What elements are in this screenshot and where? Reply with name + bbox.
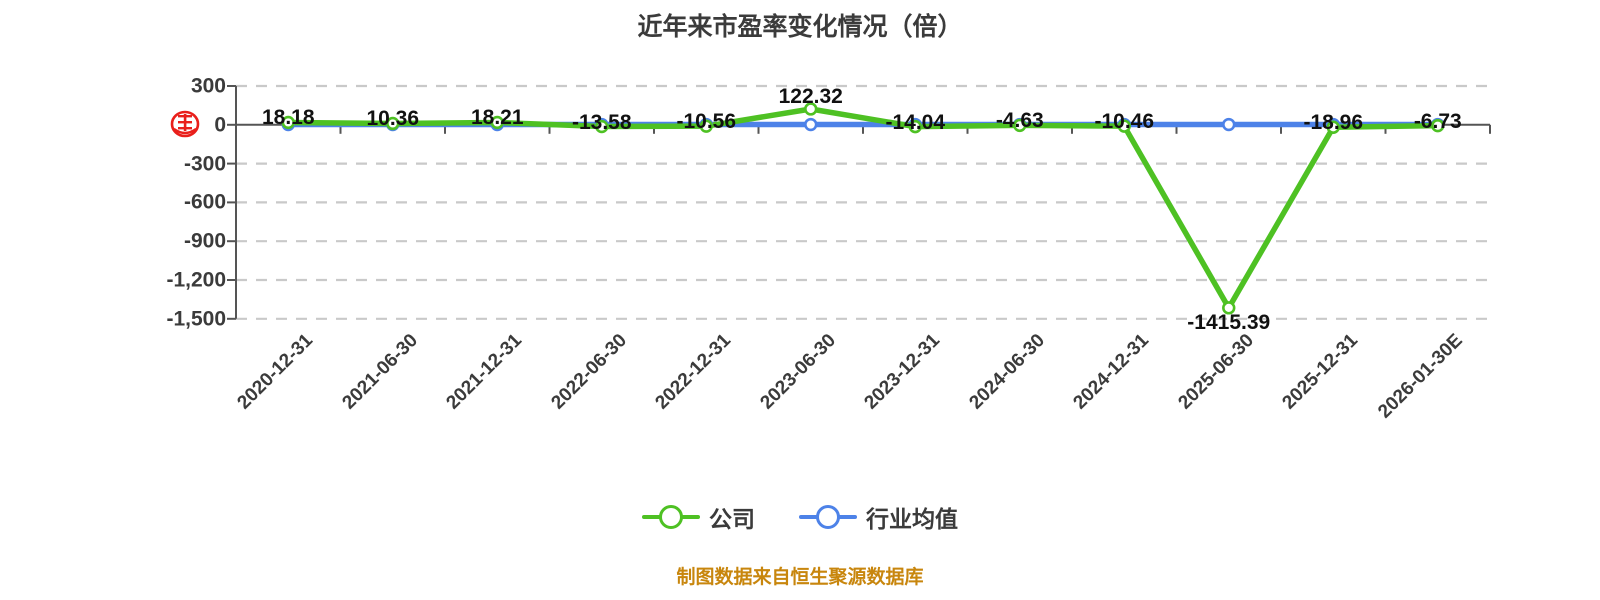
y-tick-label: -600	[183, 190, 226, 214]
data-point-value-label: -10.56	[676, 110, 737, 134]
y-tick-label: -1,200	[166, 268, 226, 292]
data-point-value-label: -6.73	[1413, 109, 1462, 133]
data-point-value-label: -1415.39	[1187, 310, 1271, 334]
data-point-marker[interactable]	[1117, 119, 1131, 133]
data-point-marker[interactable]	[804, 102, 818, 116]
legend-label-industry-average: 行业均值	[866, 506, 958, 532]
data-point-marker[interactable]	[595, 119, 609, 134]
legend-item-industry-average[interactable]: 行业均值	[799, 500, 958, 534]
data-point-value-label: -4.63	[995, 109, 1044, 133]
y-tick-label: -900	[183, 229, 226, 253]
legend-label-company: 公司	[709, 506, 755, 532]
chart-legend: 公司 行业均值	[0, 500, 1600, 534]
data-point-marker[interactable]	[1326, 120, 1340, 134]
y-tick-label: 0	[214, 113, 226, 137]
data-point-value-label: -10.46	[1094, 110, 1155, 134]
series-line-company	[285, 106, 1441, 311]
watermark-glyph-icon	[170, 110, 200, 138]
data-point-marker[interactable]	[1222, 117, 1236, 132]
legend-marker-company	[642, 505, 700, 529]
data-point-marker[interactable]	[699, 119, 713, 133]
data-point-value-label: 18.18	[261, 106, 315, 130]
data-point-marker[interactable]	[281, 115, 295, 130]
data-point-marker[interactable]	[908, 119, 922, 134]
y-axis-labels: 300 0 -300 -600 -900 -1,200 -1,500	[0, 0, 226, 600]
data-point-marker[interactable]	[1431, 118, 1445, 133]
data-point-marker[interactable]	[1013, 118, 1027, 133]
data-point-value-label: 10.36	[366, 107, 420, 131]
data-source-note: 制图数据来自恒生聚源数据库	[676, 567, 924, 588]
legend-item-company[interactable]: 公司	[642, 500, 755, 534]
data-point-marker[interactable]	[804, 117, 818, 132]
y-tick-label: -300	[183, 152, 226, 176]
legend-marker-industry-average	[799, 505, 857, 529]
source-watermark-icon	[168, 107, 202, 141]
data-point-value-label: -18.96	[1303, 111, 1364, 135]
chart-title: 近年来市盈率变化情况（倍）	[637, 13, 963, 41]
data-point-value-label: 18.21	[470, 106, 524, 130]
data-point-value-label: 122.32	[778, 84, 843, 108]
data-point-marker[interactable]	[1222, 301, 1236, 315]
y-tick-label: -1,500	[166, 307, 226, 331]
y-tick-label: 300	[190, 74, 226, 98]
data-point-value-label: -14.04	[885, 110, 946, 134]
data-point-marker[interactable]	[386, 116, 400, 131]
data-point-value-label: -13.58	[571, 110, 632, 134]
data-point-marker[interactable]	[490, 115, 504, 130]
